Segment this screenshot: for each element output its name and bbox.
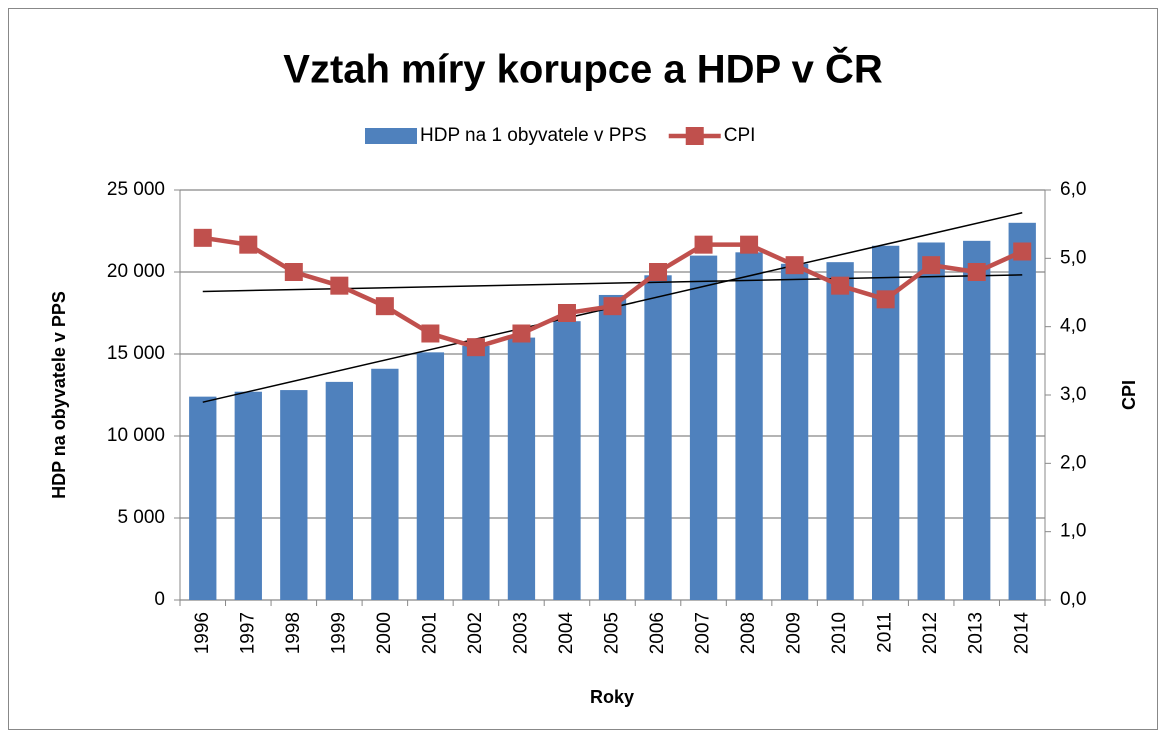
bar: [280, 390, 308, 600]
y2-tick-label: 5,0: [1060, 247, 1086, 268]
bar: [780, 263, 809, 600]
point: [512, 324, 531, 343]
point: [330, 276, 349, 295]
x-tick-label: 1998: [283, 612, 304, 654]
x-tick-label: 2007: [693, 612, 714, 654]
point: [967, 263, 986, 281]
y-tick-label: 25 000: [107, 179, 165, 200]
legend-swatch: [685, 127, 704, 145]
bar: [325, 381, 353, 600]
point: [239, 235, 258, 254]
bar: [826, 262, 854, 600]
bar: [689, 255, 718, 600]
legend-swatch: [365, 128, 417, 144]
x-tick-label: 1996: [192, 612, 213, 654]
chart-title: Vztah míry korupce a HDP v ČR: [283, 46, 883, 92]
y-axis-title: HDP na obyvatele v PPS: [49, 291, 69, 499]
bar: [1008, 222, 1036, 601]
x-tick-label: 2000: [374, 612, 395, 654]
bar: [416, 352, 445, 600]
y2-tick-label: 3,0: [1060, 384, 1086, 405]
point: [193, 228, 212, 247]
bar: [507, 337, 536, 600]
y-tick-label: 15 000: [107, 343, 165, 364]
point: [740, 235, 759, 254]
x-tick-label: 2005: [602, 612, 623, 654]
point: [1013, 242, 1032, 261]
x-tick-label: 2013: [966, 612, 987, 654]
x-tick-label: 2008: [738, 612, 759, 654]
legend-label: CPI: [724, 125, 756, 146]
y2-tick-label: 2,0: [1060, 452, 1086, 473]
bar: [598, 294, 627, 600]
y2-axis-title: CPI: [1119, 380, 1139, 410]
x-tick-label: 2001: [419, 612, 440, 654]
x-tick-label: 1997: [237, 612, 258, 654]
x-tick-label: 2012: [920, 612, 941, 654]
point: [603, 297, 622, 316]
bar: [644, 275, 672, 600]
x-tick-label: 2002: [465, 612, 486, 654]
x-tick-label: 1999: [328, 612, 349, 654]
x-tick-label: 2003: [510, 612, 531, 654]
point: [922, 256, 941, 275]
y2-tick-label: 4,0: [1060, 316, 1086, 337]
x-tick-label: 2010: [829, 612, 850, 654]
y2-tick-label: 1,0: [1060, 521, 1086, 542]
bar: [371, 368, 399, 600]
bar: [735, 252, 763, 600]
point: [649, 263, 668, 281]
x-tick-label: 2006: [647, 612, 668, 654]
bar: [189, 396, 217, 600]
y-tick-label: 10 000: [107, 425, 165, 446]
y-tick-label: 5 000: [117, 507, 165, 528]
bar: [917, 242, 945, 601]
x-tick-label: 2014: [1011, 612, 1032, 655]
point: [284, 263, 303, 281]
point: [421, 324, 440, 343]
y-tick-label: 20 000: [107, 261, 165, 282]
bar: [553, 321, 581, 600]
point: [876, 290, 895, 309]
point: [557, 304, 576, 322]
x-tick-label: 2011: [875, 612, 896, 653]
y-tick-label: 0: [154, 589, 165, 610]
bar: [963, 240, 991, 600]
bar: [462, 345, 490, 600]
y2-tick-label: 0,0: [1060, 589, 1086, 610]
point: [831, 276, 850, 295]
point: [785, 256, 804, 275]
point: [375, 297, 394, 316]
x-tick-label: 2004: [556, 612, 577, 655]
x-tick-label: 2009: [784, 612, 805, 654]
y2-tick-label: 6,0: [1060, 179, 1086, 200]
bar: [234, 391, 262, 600]
x-axis-title: Roky: [590, 687, 634, 707]
point: [694, 235, 713, 254]
point: [466, 338, 485, 357]
legend-label: HDP na 1 obyvatele v PPS: [420, 125, 647, 146]
